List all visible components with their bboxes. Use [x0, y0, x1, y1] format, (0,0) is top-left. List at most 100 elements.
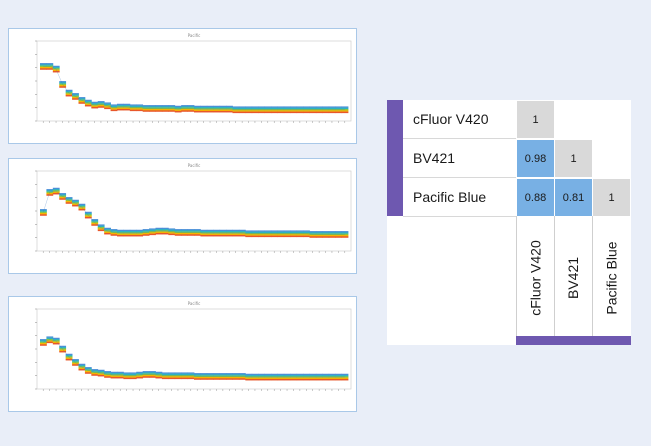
- spectrum-band: [149, 110, 156, 112]
- spectrum-band: [136, 233, 144, 236]
- spectrum-band: [290, 235, 298, 238]
- spectrum-band: [277, 106, 285, 108]
- spectrum-band: [46, 340, 54, 342]
- spectrum-band: [206, 374, 214, 376]
- spectrum-band: [296, 377, 304, 380]
- spectrum-band: [78, 363, 86, 366]
- spectrum-band: [226, 234, 233, 237]
- spectrum-band: [283, 234, 291, 236]
- spectrum-band: [136, 109, 144, 112]
- spectrum-band: [168, 108, 176, 111]
- col-label-cfluor-v420: cFluor V420: [527, 240, 544, 316]
- spectrum-band: [155, 373, 163, 375]
- series-line: [43, 190, 345, 235]
- spectrum-band: [46, 192, 54, 195]
- spectrum-band: [232, 229, 240, 232]
- spectrum-band: [46, 190, 54, 192]
- spectrum-band: [110, 371, 118, 374]
- spectrum-band: [168, 376, 176, 378]
- spectrum-band: [97, 102, 105, 104]
- spectrum-band: [335, 234, 342, 237]
- spectrum-band: [104, 229, 111, 231]
- spectrum-band: [335, 111, 342, 114]
- spectrum-band: [200, 378, 208, 380]
- spectrum-band: [309, 236, 317, 238]
- spectrum-band: [335, 236, 342, 238]
- spectrum-band: [341, 236, 349, 238]
- spectrum-band: [245, 377, 253, 380]
- spectrum-band: [245, 230, 253, 232]
- spectrum-band: [149, 374, 156, 377]
- spectrum-band: [187, 232, 195, 235]
- spectrum-band: [117, 373, 124, 375]
- spectrum-band: [194, 376, 201, 379]
- spectrum-band: [328, 110, 336, 112]
- spectrum-band: [309, 378, 317, 381]
- spectrum-band: [142, 372, 150, 374]
- spectrum-band: [258, 234, 265, 236]
- spectrum-band: [258, 373, 265, 376]
- spectrum-band: [213, 376, 221, 379]
- spectrum-band: [46, 337, 54, 340]
- spectrum-band: [123, 373, 131, 376]
- spectrum-band: [129, 234, 137, 237]
- spectrum-band: [117, 234, 124, 237]
- spectrum-band: [328, 378, 336, 381]
- series-line: [43, 339, 345, 378]
- spectrum-band: [52, 70, 60, 73]
- spectrum-band: [194, 230, 201, 232]
- spectrum-band: [309, 232, 317, 234]
- spectrum-band: [341, 232, 349, 234]
- spectrum-band: [78, 98, 86, 100]
- spectrum-band: [149, 106, 156, 108]
- spectrum-band: [213, 107, 221, 109]
- spectrum-band: [91, 370, 99, 372]
- spectrum-band: [328, 373, 336, 376]
- spectrum-band: [59, 198, 67, 200]
- spectrum-band: [78, 367, 86, 370]
- spectrum-band: [219, 374, 227, 376]
- spectrum-band: [226, 109, 233, 112]
- spectrum-band: [206, 105, 214, 108]
- spectrum-band: [181, 376, 188, 378]
- spectrum-band: [40, 339, 47, 341]
- spectrum-band: [129, 377, 137, 380]
- matrix-gridline: [516, 216, 517, 338]
- spectrum-band: [194, 105, 201, 108]
- spectrum-band: [264, 373, 272, 376]
- spectrum-band: [46, 341, 54, 344]
- matrix-cell-r2-c0: 0.88: [517, 179, 554, 216]
- spectrum-band: [65, 198, 73, 200]
- spectrum-band: [52, 337, 60, 340]
- spectrum-band: [303, 378, 310, 381]
- spectrum-band: [72, 199, 79, 202]
- spectrum-band: [181, 230, 188, 232]
- spectrum-band: [277, 378, 285, 381]
- spectrum-band: [97, 371, 105, 373]
- spectrum-band: [213, 109, 221, 112]
- spectrum-band: [226, 374, 233, 376]
- spectrum-band: [271, 234, 278, 236]
- spectrum-band: [296, 375, 304, 377]
- spectrum-band: [117, 375, 124, 378]
- spectrum-band: [149, 105, 156, 107]
- spectrum-band: [335, 106, 342, 108]
- spectrum-band: [155, 110, 163, 112]
- spectrum-band: [232, 111, 240, 114]
- spectrum-band: [117, 107, 124, 110]
- row-label-pacific-blue: Pacific Blue: [403, 178, 516, 217]
- matrix-cell-r2-c2: 1: [593, 179, 630, 216]
- spectrum-band: [65, 197, 73, 199]
- spectrum-band: [194, 373, 201, 375]
- spectrum-band: [46, 194, 54, 196]
- spectrum-band: [123, 231, 131, 233]
- spectrum-band: [219, 105, 227, 108]
- spectrum-band: [142, 234, 150, 236]
- spectrum-band: [59, 84, 67, 87]
- spectrum-band: [206, 231, 214, 233]
- spectrum-band: [303, 235, 310, 238]
- spectrum-panel-1: Pacific: [8, 28, 357, 144]
- spectrum-band: [72, 93, 79, 95]
- spectrum-band: [110, 104, 118, 106]
- spectrum-band: [264, 378, 272, 381]
